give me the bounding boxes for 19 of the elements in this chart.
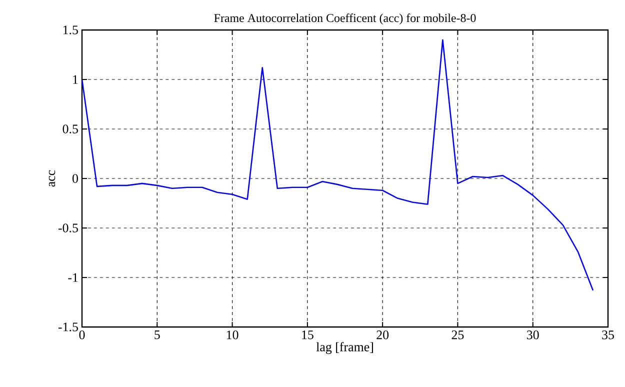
y-tick-label: -1: [68, 273, 78, 282]
chart-title: Frame Autocorrelation Coefficent (acc) for mobile-8-0: [214, 14, 476, 25]
x-axis-title: lag [frame]: [316, 342, 373, 354]
x-tick-label: 25: [452, 330, 464, 340]
y-tick-label: -1.5: [58, 322, 78, 332]
x-tick-label: 35: [602, 330, 614, 340]
y-tick-label: 0.5: [62, 124, 78, 134]
y-tick-label: 1.5: [63, 26, 78, 34]
x-tick-label: 15: [302, 330, 314, 340]
x-tick-label: 0: [79, 330, 85, 340]
x-tick-label: 30: [527, 330, 539, 340]
y-tick-label: 1: [73, 75, 78, 84]
y-tick-label: -0.5: [58, 224, 78, 232]
y-axis-title: acc: [48, 170, 56, 187]
y-tick-label: 0: [72, 174, 78, 183]
x-tick-label: 20: [376, 330, 389, 340]
x-tick-label: 5: [154, 330, 160, 340]
line-series: [82, 39, 594, 292]
x-tick-label: 10: [226, 330, 238, 340]
